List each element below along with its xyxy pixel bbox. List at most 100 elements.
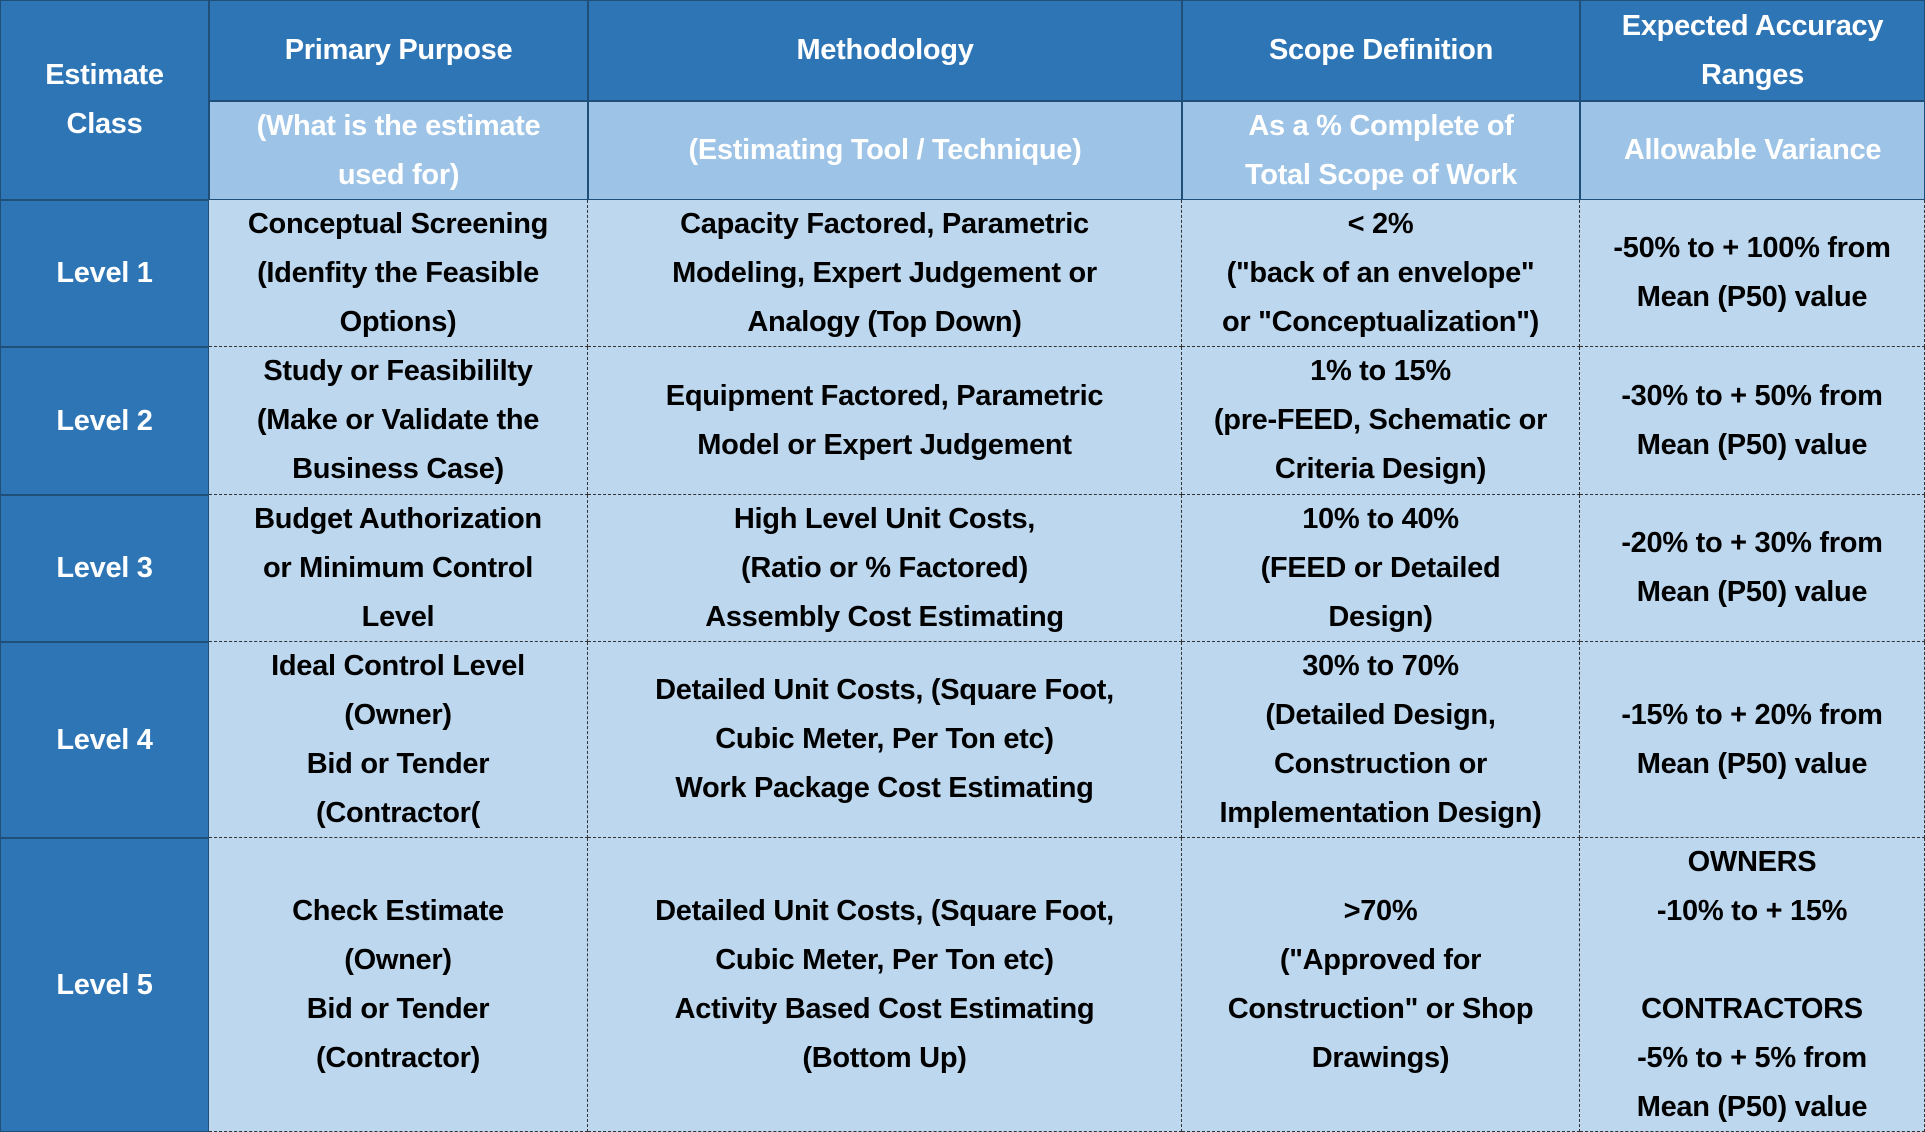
text-line: -5% to + 5% from	[1637, 1041, 1867, 1074]
column-subtitle: As a % Complete of Total Scope of Work	[1182, 101, 1580, 200]
text-line: Mean (P50) value	[1636, 1090, 1868, 1123]
text-block: 10% to 40% (FEED or Detailed Design)	[1261, 495, 1501, 642]
text-line: Class	[66, 108, 143, 140]
text-block: CONTRACTORS -5% to + 5% from Mean (P50) va…	[1637, 985, 1868, 1132]
text-line: Budget Authorization	[254, 502, 542, 535]
text-line: (Owner)	[344, 698, 452, 731]
text-line: (pre-FEED, Schematic or	[1213, 404, 1548, 436]
text-block: Capacity Factored, Parametric Modeling, E…	[672, 200, 1097, 347]
text-line: Analogy (Top Down)	[747, 305, 1022, 338]
text-block: Detailed Unit Costs, (Square Foot, Cubic …	[655, 887, 1114, 1083]
text-block: Scope Definition	[1269, 26, 1493, 75]
table-cell: 1% to 15% (pre-FEED, Schematic or Criteria…	[1182, 347, 1580, 495]
text-line: (FEED or Detailed	[1260, 551, 1501, 584]
text-line: (Idenfity the Feasible	[257, 256, 539, 289]
text-line: Cubic Meter, Per Ton etc)	[715, 943, 1054, 976]
text-line: (Contractor)	[316, 1041, 480, 1074]
text-block: Ideal Control Level (Owner) Bid or Tender (…	[271, 642, 525, 838]
text-line: < 2%	[1347, 207, 1414, 240]
text-line: Activity Based Cost Estimating	[674, 992, 1095, 1025]
text-line: Allowable Variance	[1623, 134, 1882, 166]
table-cell: -30% to + 50% from Mean (P50) value	[1580, 347, 1925, 495]
text-line: Detailed Unit Costs, (Square Foot,	[655, 674, 1114, 706]
text-line: (Ratio or % Factored)	[741, 551, 1028, 584]
text-line: Primary Purpose	[284, 34, 513, 66]
text-line: Design)	[1328, 600, 1433, 633]
text-line: (Estimating Tool / Technique)	[688, 134, 1082, 166]
text-block: (What is the estimate used for)	[257, 102, 541, 200]
text-line: >70%	[1343, 894, 1418, 927]
text-line: ("Approved for	[1279, 943, 1482, 976]
text-line: Mean (P50) value	[1636, 281, 1868, 313]
text-line: Bid or Tender	[306, 747, 490, 780]
text-line: Drawings)	[1311, 1041, 1450, 1074]
text-line: OWNERS	[1687, 845, 1817, 878]
text-block: -30% to + 50% from Mean (P50) value	[1621, 372, 1883, 470]
table-cell: OWNERS -10% to + 15% CONTRACTORS -5% to + 5…	[1580, 838, 1925, 1132]
text-line: Assembly Cost Estimating	[705, 600, 1064, 633]
text-line: High Level Unit Costs,	[733, 502, 1036, 535]
column-subtitle: (Estimating Tool / Technique)	[588, 101, 1182, 200]
text-line: Options)	[339, 305, 457, 338]
text-line: Conceptual Screening	[247, 207, 549, 240]
text-block: Detailed Unit Costs, (Square Foot, Cubic …	[655, 666, 1114, 813]
text-line: ("back of an envelope"	[1226, 256, 1535, 289]
level-text: Level 3	[56, 552, 153, 584]
table-cell: Conceptual Screening (Idenfity the Feasib…	[209, 200, 588, 347]
level-text: Level 1	[56, 257, 153, 289]
table-cell: Check Estimate (Owner) Bid or Tender (Contr…	[209, 838, 588, 1132]
text-line: Capacity Factored, Parametric	[680, 207, 1089, 240]
text-line: -50% to + 100% from	[1613, 232, 1891, 264]
level-label: Level 3	[0, 495, 209, 642]
text-block: Expected Accuracy Ranges	[1621, 2, 1884, 100]
text-line: or Minimum Control	[262, 551, 534, 584]
level-label: Level 2	[0, 347, 209, 495]
text-line: Mean (P50) value	[1636, 747, 1868, 780]
text-line: or "Conceptualization")	[1221, 305, 1540, 338]
column-title: Methodology	[588, 0, 1182, 101]
text-block: -15% to + 20% from Mean (P50) value	[1621, 691, 1883, 789]
table-cell: -20% to + 30% from Mean (P50) value	[1580, 495, 1925, 642]
column-subtitle: Allowable Variance	[1580, 101, 1925, 200]
table-cell: Capacity Factored, Parametric Modeling, E…	[588, 200, 1182, 347]
text-block: Conceptual Screening (Idenfity the Feasib…	[248, 200, 548, 347]
text-block: Allowable Variance	[1623, 126, 1882, 175]
text-line: Bid or Tender	[306, 992, 490, 1025]
table-cell: Budget Authorization or Minimum Control Le…	[209, 495, 588, 642]
text-line: Modeling, Expert Judgement or	[672, 256, 1097, 289]
text-block: OWNERS -10% to + 15%	[1657, 838, 1848, 936]
text-line: Equipment Factored, Parametric	[665, 379, 1104, 412]
table-cell: High Level Unit Costs, (Ratio or % Factor…	[588, 495, 1182, 642]
text-block: Estimate Class	[45, 51, 164, 149]
text-line: Work Package Cost Estimating	[675, 772, 1094, 804]
text-line: Check Estimate	[292, 894, 504, 927]
table-cell: Equipment Factored, Parametric Model or E…	[588, 347, 1182, 495]
text-line: (Contractor(	[316, 796, 480, 829]
table-cell: Ideal Control Level (Owner) Bid or Tender (…	[209, 642, 588, 838]
table-cell: Study or Feasibililty (Make or Validate t…	[209, 347, 588, 495]
table-cell: -15% to + 20% from Mean (P50) value	[1580, 642, 1925, 838]
text-block: Study or Feasibililty (Make or Validate t…	[257, 347, 539, 494]
text-line: Total Scope of Work	[1245, 158, 1517, 191]
column-subtitle: (What is the estimate used for)	[209, 101, 588, 200]
text-line: 10% to 40%	[1302, 502, 1459, 535]
header-estimate-class: Estimate Class	[0, 0, 209, 200]
text-line: Mean (P50) value	[1636, 428, 1868, 461]
text-line: Expected Accuracy	[1621, 9, 1884, 42]
text-line: Construction" or Shop	[1227, 992, 1534, 1025]
text-line: Implementation Design)	[1219, 796, 1542, 829]
text-line: Mean (P50) value	[1636, 576, 1868, 608]
text-line: (What is the estimate	[256, 109, 541, 142]
table-cell: Detailed Unit Costs, (Square Foot, Cubic …	[588, 642, 1182, 838]
text-block: As a % Complete of Total Scope of Work	[1245, 102, 1517, 200]
table-cell: 30% to 70% (Detailed Design, Construction …	[1182, 642, 1580, 838]
text-line: Ideal Control Level	[271, 649, 525, 682]
text-block: Budget Authorization or Minimum Control Le…	[254, 495, 542, 642]
table-cell: 10% to 40% (FEED or Detailed Design)	[1182, 495, 1580, 642]
table-cell: >70% ("Approved for Construction" or Shop D…	[1182, 838, 1580, 1132]
text-line: used for)	[337, 158, 460, 191]
level-label: Level 4	[0, 642, 209, 838]
text-line: Methodology	[796, 34, 974, 66]
table-cell: Detailed Unit Costs, (Square Foot, Cubic …	[588, 838, 1182, 1132]
